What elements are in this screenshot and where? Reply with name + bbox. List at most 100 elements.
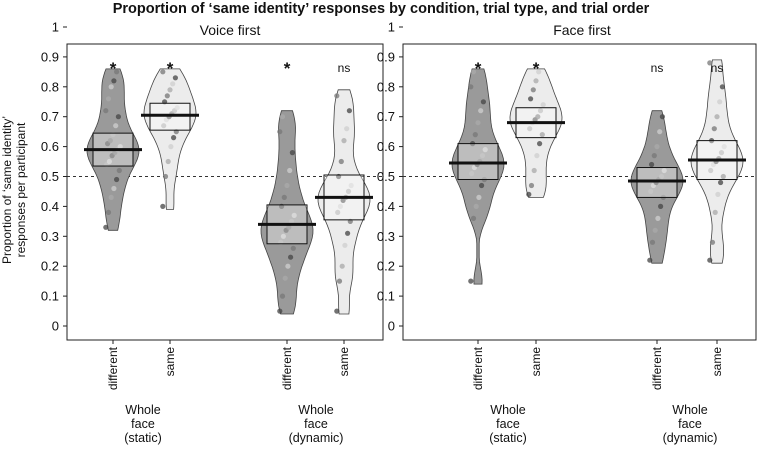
data-point — [284, 182, 290, 189]
x-tick-label: same — [337, 347, 351, 377]
data-point — [649, 239, 656, 245]
data-point — [534, 153, 540, 159]
data-point — [291, 212, 297, 218]
y-tick-label: 0.8 — [377, 79, 395, 94]
data-point — [718, 179, 724, 186]
data-point — [103, 108, 109, 114]
data-point — [103, 224, 109, 230]
data-point — [719, 84, 726, 90]
data-point — [279, 293, 286, 299]
data-point — [288, 218, 295, 224]
y-tick-label: 0.7 — [41, 109, 59, 124]
data-point — [167, 87, 173, 93]
data-point — [334, 308, 340, 314]
data-point — [341, 138, 347, 144]
significance-label: ns — [711, 61, 724, 75]
data-point — [707, 60, 713, 66]
y-tick-label: 0.2 — [377, 259, 395, 274]
bar-different: ns different — [628, 61, 686, 390]
data-point — [116, 167, 122, 174]
data-point — [649, 161, 655, 168]
bar-different: * different — [84, 59, 142, 390]
data-point — [171, 135, 177, 141]
data-point — [655, 215, 661, 221]
y-tick-label: 1 — [388, 20, 395, 35]
data-point — [345, 230, 351, 236]
y-tick-label: 0.3 — [377, 229, 395, 244]
data-point — [105, 96, 112, 102]
data-point — [277, 308, 283, 314]
data-point — [111, 185, 117, 192]
bar-same: ns same — [688, 59, 746, 376]
group-label-line: (dynamic) — [289, 431, 344, 445]
data-point — [162, 173, 169, 180]
group-label-line: Whole — [125, 403, 160, 417]
data-point — [342, 242, 348, 248]
violin — [260, 110, 314, 315]
data-point — [537, 141, 543, 147]
data-point — [280, 233, 286, 239]
panel-title: Voice first — [200, 22, 261, 38]
group-label-line: (static) — [489, 431, 527, 445]
data-point — [526, 191, 532, 197]
data-point — [113, 123, 119, 129]
data-point — [721, 144, 727, 150]
data-point — [468, 84, 474, 90]
y-tick-label: 1 — [52, 20, 59, 35]
data-point — [290, 245, 296, 251]
y-tick-label: 0 — [52, 319, 59, 334]
data-point — [286, 224, 292, 230]
data-point — [282, 275, 288, 281]
bar-different: * different — [449, 59, 507, 390]
data-point — [654, 144, 660, 150]
data-point — [114, 69, 120, 75]
violin — [509, 68, 563, 198]
data-point — [533, 78, 539, 84]
data-point — [114, 176, 120, 183]
data-point — [709, 239, 716, 245]
data-point — [530, 87, 536, 93]
data-point — [346, 108, 352, 114]
significance-label: * — [284, 59, 291, 78]
data-point — [647, 257, 653, 263]
data-point — [720, 173, 726, 180]
bar-same: ns same — [315, 61, 373, 376]
data-point — [160, 69, 166, 75]
data-point — [536, 69, 542, 75]
panels: Voice first 0 0.1 0.2 0.3 0.4 0.5 0.6 0.7 0.8 0.9 1… — [41, 20, 757, 445]
data-point — [170, 81, 176, 87]
significance-label: * — [475, 59, 482, 78]
data-point — [344, 126, 350, 132]
data-point — [718, 150, 725, 156]
significance-label: * — [533, 59, 540, 78]
group-label-line: Whole — [672, 403, 707, 417]
panel-voice-first: Voice first 0 0.1 0.2 0.3 0.4 0.5 0.6 0.7 0.8 0.9 1… — [41, 20, 384, 445]
data-point — [535, 114, 541, 120]
bar-different: * different — [258, 59, 316, 390]
bar-same: * same — [507, 59, 565, 376]
data-point — [717, 99, 723, 105]
data-point — [285, 263, 291, 269]
y-tick-label: 0.9 — [377, 49, 395, 64]
data-point — [117, 144, 123, 150]
y-tick-label: 0.7 — [377, 109, 395, 124]
panel-frame — [66, 43, 384, 341]
y-tick-label: 0.2 — [41, 259, 59, 274]
data-point — [478, 108, 484, 114]
data-point — [277, 129, 283, 135]
data-point — [335, 209, 341, 215]
data-point — [105, 209, 112, 215]
data-point — [482, 147, 488, 153]
bar-same: * same — [141, 59, 199, 376]
data-point — [479, 153, 486, 159]
data-point — [714, 114, 720, 120]
y-tick-label: 0.6 — [41, 139, 59, 154]
x-tick-label: different — [106, 346, 120, 390]
group-label-line: Whole — [298, 403, 333, 417]
violin — [143, 68, 197, 210]
data-point — [470, 215, 477, 221]
data-point — [108, 84, 114, 90]
data-point — [334, 93, 340, 99]
data-point — [115, 114, 121, 120]
data-point — [281, 194, 287, 200]
